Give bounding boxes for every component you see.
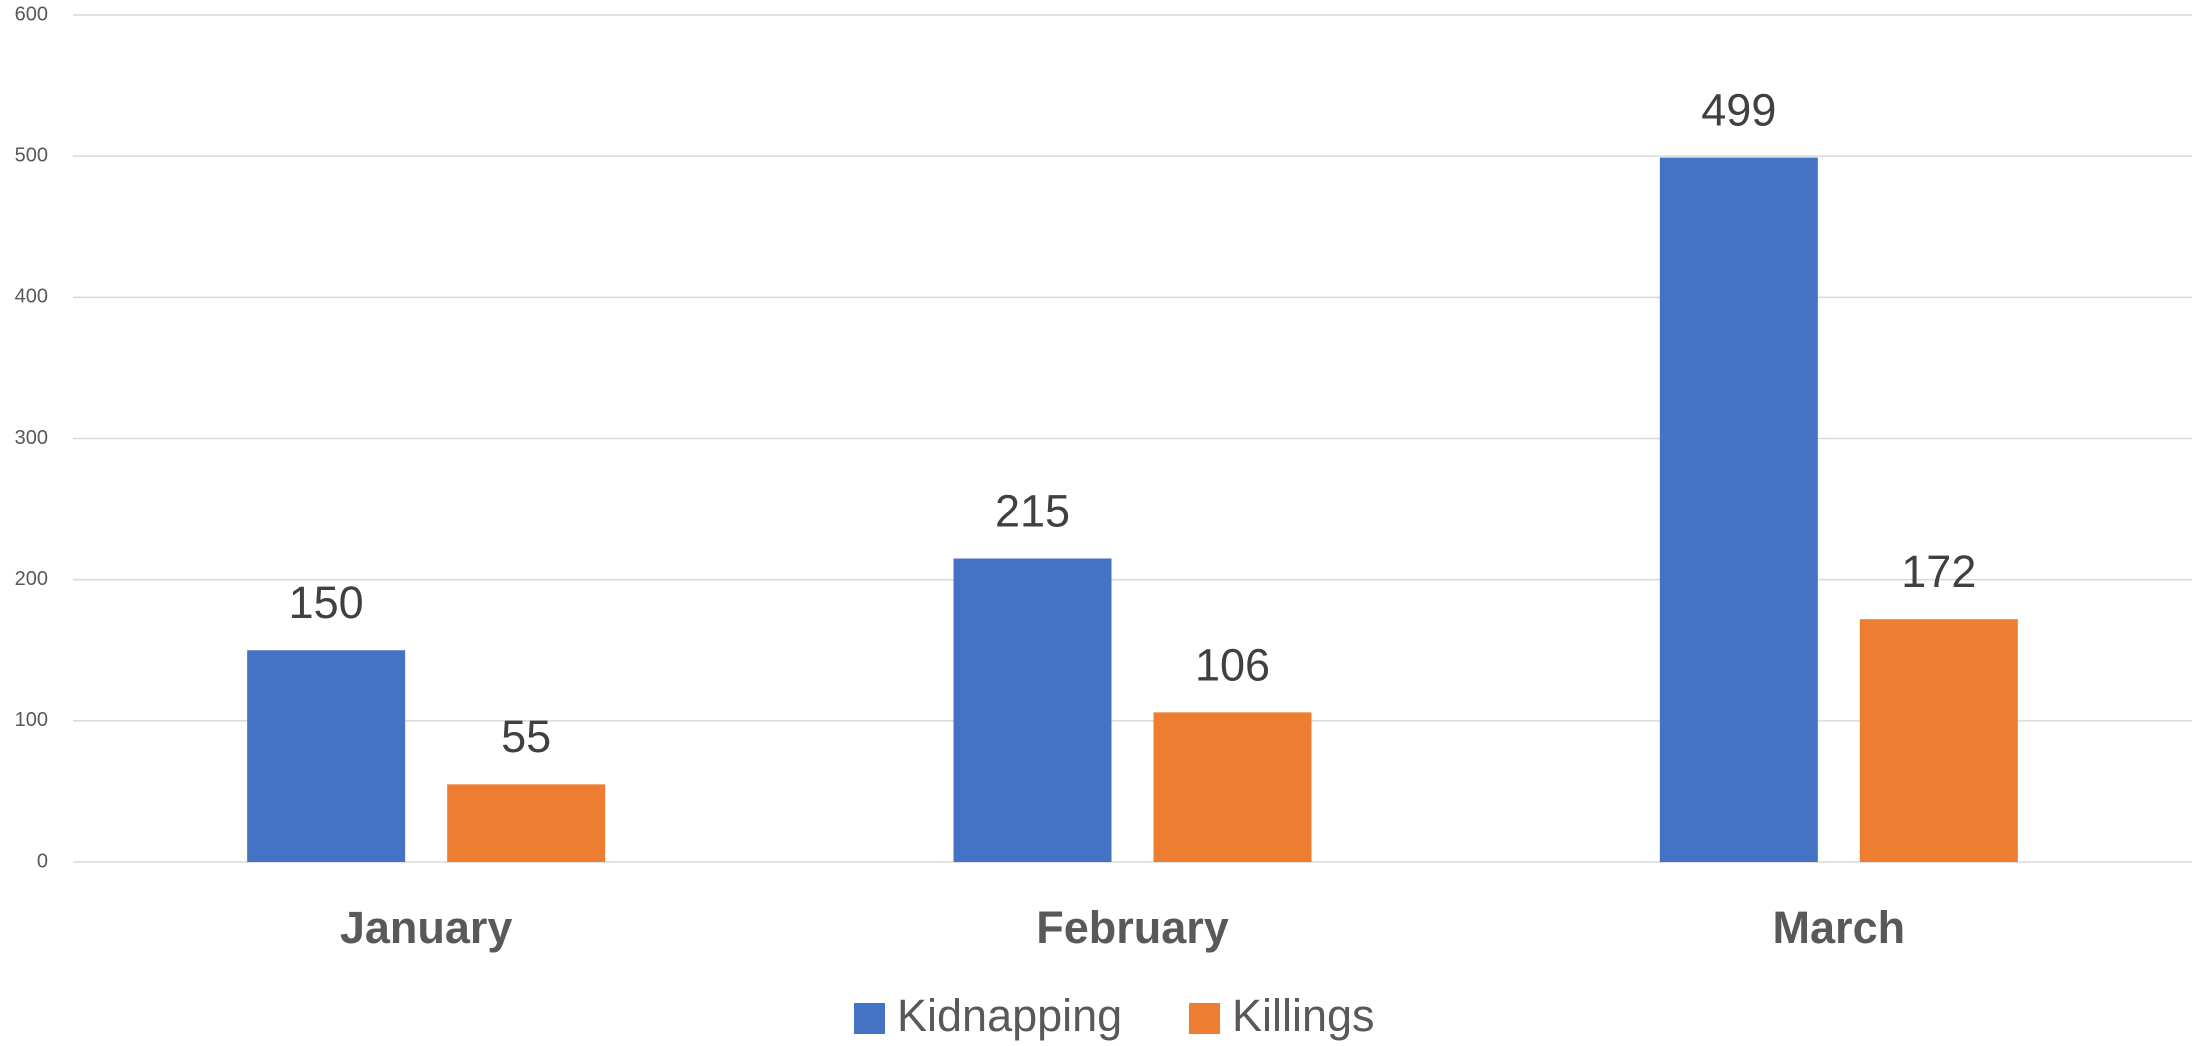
legend-swatch <box>1189 1003 1220 1034</box>
bar <box>1659 157 1818 862</box>
y-tick-label: 200 <box>15 568 48 590</box>
data-label: 55 <box>501 711 551 762</box>
x-tick-label: January <box>340 902 513 953</box>
y-tick-label: 600 <box>15 3 48 25</box>
y-tick-label: 300 <box>15 427 48 449</box>
legend-label: Killings <box>1232 990 1375 1041</box>
data-label: 499 <box>1701 84 1776 135</box>
data-label: 106 <box>1195 639 1270 690</box>
bar <box>247 650 406 862</box>
y-tick-label: 400 <box>15 286 48 308</box>
legend-label: Kidnapping <box>897 990 1122 1041</box>
y-tick-label: 500 <box>15 144 48 166</box>
data-label: 215 <box>995 485 1070 536</box>
y-tick-label: 100 <box>15 709 48 731</box>
bar <box>447 784 606 862</box>
x-tick-label: February <box>1036 902 1229 953</box>
y-tick-label: 0 <box>37 850 48 872</box>
bar <box>1859 619 2018 862</box>
bar <box>953 558 1112 862</box>
x-tick-label: March <box>1773 902 1906 953</box>
data-label: 150 <box>289 577 364 628</box>
data-label: 172 <box>1901 546 1976 597</box>
bar <box>1153 712 1312 862</box>
legend-swatch <box>854 1003 885 1034</box>
